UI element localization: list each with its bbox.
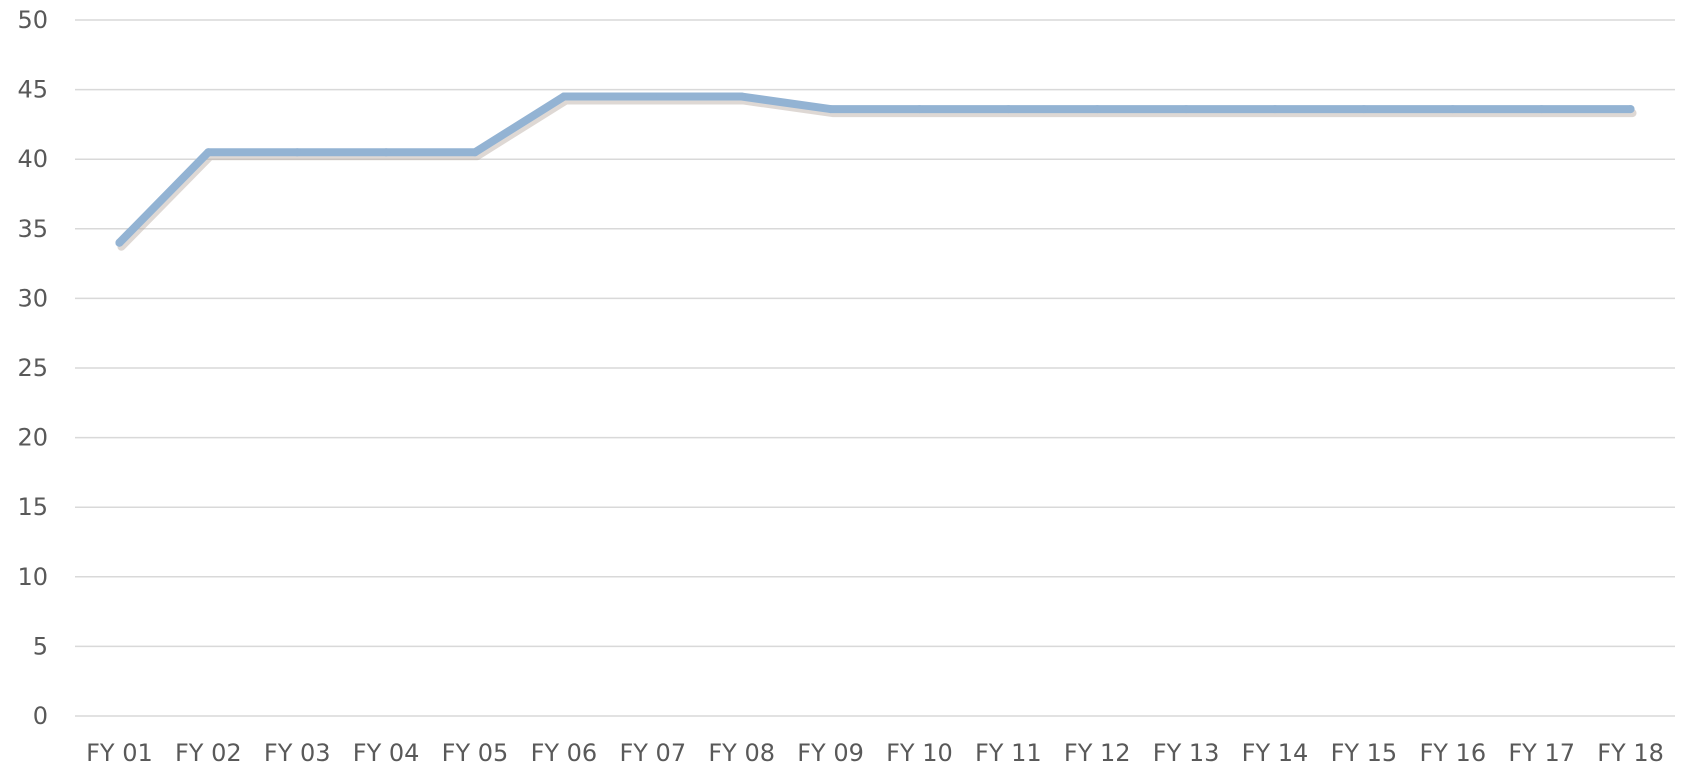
x-tick-label: FY 01	[86, 739, 153, 767]
data-point	[115, 238, 124, 247]
data-point	[915, 105, 924, 114]
x-tick-label: FY 18	[1597, 739, 1664, 767]
data-point	[1093, 105, 1102, 114]
x-tick-label: FY 17	[1508, 739, 1575, 767]
data-point	[826, 105, 835, 114]
x-tick-label: FY 16	[1419, 739, 1486, 767]
data-point	[1004, 105, 1013, 114]
series-line	[115, 92, 1635, 247]
x-tick-label: FY 12	[1064, 739, 1131, 767]
y-tick-label: 30	[17, 284, 48, 312]
data-point	[648, 92, 657, 101]
x-axis-tick-labels: FY 01 FY 02 FY 03 FY 04 FY 05 FY 06 FY 07 FY 08…	[86, 739, 1664, 767]
y-tick-label: 5	[33, 632, 48, 660]
data-point	[1271, 105, 1279, 114]
x-tick-label: FY 11	[975, 739, 1042, 767]
data-point	[737, 92, 746, 101]
y-tick-label: 20	[17, 424, 48, 452]
x-tick-label: FY 05	[442, 739, 509, 767]
x-tick-label: FY 03	[264, 739, 331, 767]
data-point	[382, 148, 391, 157]
y-tick-label: 35	[17, 215, 48, 243]
x-tick-label: FY 04	[353, 739, 420, 767]
x-tick-label: FY 13	[1153, 739, 1220, 767]
data-point	[1448, 105, 1457, 114]
y-axis-tick-labels: 0 5 10 15 20 25 30 35 40 45 50	[17, 6, 48, 730]
x-tick-label: FY 07	[619, 739, 686, 767]
y-tick-label: 45	[17, 76, 48, 104]
x-tick-label: FY 15	[1331, 739, 1398, 767]
data-point	[1182, 105, 1191, 114]
y-tick-label: 15	[17, 493, 48, 521]
x-tick-label: FY 09	[797, 739, 864, 767]
gridlines	[75, 19, 1675, 717]
series-line-shadow	[117, 96, 1637, 251]
y-tick-label: 40	[17, 145, 48, 173]
data-point	[204, 148, 213, 157]
x-tick-label: FY 02	[175, 739, 242, 767]
y-tick-label: 10	[17, 563, 48, 591]
series-layer	[115, 92, 1637, 251]
x-tick-label: FY 06	[531, 739, 598, 767]
x-tick-label: FY 14	[1242, 739, 1309, 767]
y-tick-label: 50	[17, 6, 48, 34]
data-point	[559, 92, 568, 101]
y-tick-label: 25	[17, 354, 48, 382]
data-point	[471, 148, 479, 157]
data-point	[1626, 105, 1635, 114]
data-point	[1359, 105, 1368, 114]
data-point	[293, 148, 302, 157]
y-tick-label: 0	[33, 702, 48, 730]
x-tick-label: FY 08	[708, 739, 775, 767]
x-tick-label: FY 10	[886, 739, 953, 767]
data-point	[1537, 105, 1546, 114]
